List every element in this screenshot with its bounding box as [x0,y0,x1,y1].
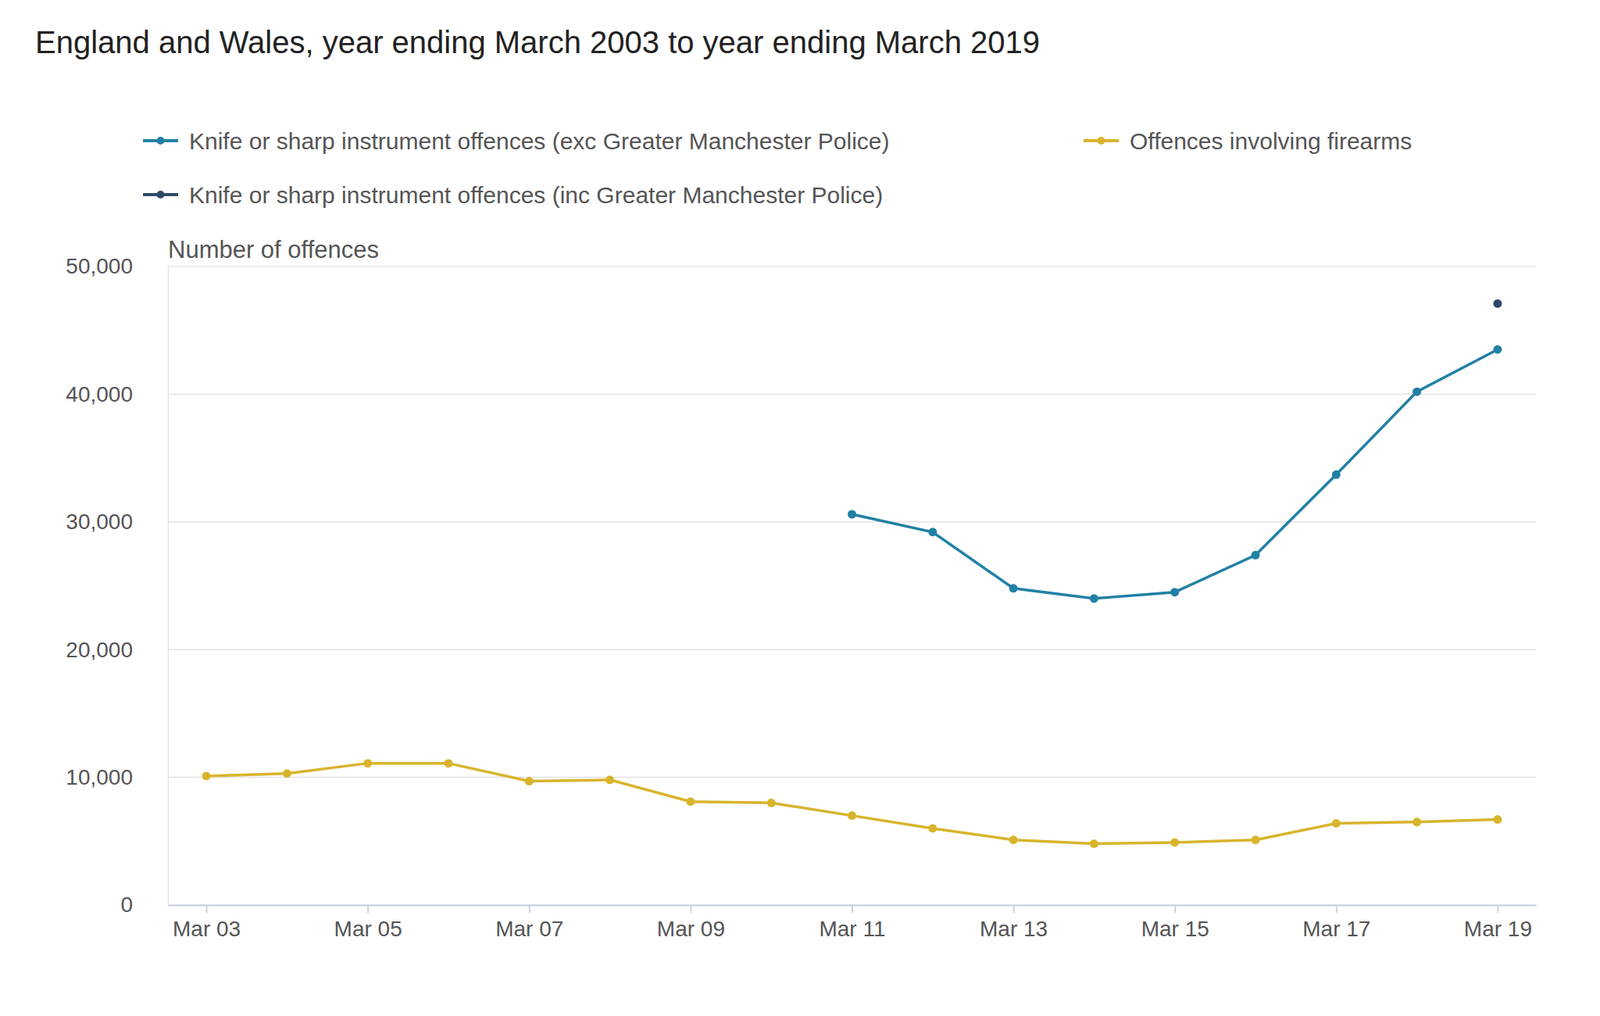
x-tick-mark [689,904,692,913]
data-point [767,798,776,808]
x-tick-label: Mar 07 [495,916,564,941]
x-tick: Mar 11 [818,904,886,941]
x-tick-mark [206,904,208,913]
data-point [1251,835,1261,844]
legend-item: Offences involving firearms [1083,128,1412,154]
data-point [605,775,615,784]
grid-line [167,521,1536,523]
data-point [282,768,292,778]
x-tick: Mar 05 [334,904,403,941]
legend-marker [157,136,165,145]
x-tick-label: Mar 13 [979,916,1048,941]
x-axis: Mar 03 Mar 05 Mar 07 Mar 09 Mar 11 Mar 13 Mar … [168,904,1537,941]
y-tick-label: 50,000 [65,253,133,279]
data-point [1251,550,1261,560]
data-point [1332,818,1341,828]
series-line [852,349,1498,599]
series [1492,299,1502,308]
data-point [363,758,372,768]
x-tick: Mar 07 [495,904,564,941]
legend-label: Knife or sharp instrument offences (inc … [189,182,883,208]
data-point [1170,837,1179,847]
x-tick-label: Mar 05 [334,916,403,941]
chart: England and Wales, year ending March 200… [0,0,1600,1016]
data-point [847,509,857,518]
x-tick-label: Mar 11 [818,916,886,941]
data-point [1332,470,1341,479]
x-tick-label: Mar 09 [657,916,725,941]
x-tick-mark [1335,904,1338,913]
series [202,758,1503,848]
x-tick-mark [851,904,854,913]
series [847,345,1502,604]
x-tick-mark [1013,904,1015,913]
legend-label: Offences involving firearms [1129,128,1412,154]
data-point [928,527,937,536]
data-point [1009,583,1018,593]
data-point [1492,299,1502,308]
data-point [1492,814,1502,824]
legend: Knife or sharp instrument offences (exc … [142,128,1412,208]
data-point [202,771,211,780]
data-point [1412,387,1422,397]
grid-line [167,776,1536,779]
legend-marker [157,190,165,199]
grid [167,266,1536,905]
title: England and Wales, year ending March 200… [35,25,1040,60]
x-tick: Mar 17 [1302,904,1371,941]
grid-line [167,265,1536,268]
plot-area [202,299,1503,848]
x-tick-mark [1174,904,1176,913]
grid-line [167,393,1536,396]
x-tick-mark [1496,904,1499,913]
legend-label: Knife or sharp instrument offences (exc … [189,128,890,154]
data-point [685,796,695,806]
y-axis-title: Number of offences [167,235,379,264]
data-point [525,776,534,786]
y-tick-label: 40,000 [65,382,133,407]
legend-marker [1097,136,1106,145]
x-tick: Mar 15 [1141,904,1210,941]
data-point [847,810,857,820]
x-tick-label: Mar 03 [172,916,241,941]
x-tick: Mar 03 [172,904,241,941]
x-tick: Mar 19 [1464,904,1533,941]
grid-line [167,648,1536,650]
y-tick: 30,000 [65,509,168,534]
y-tick-label: 20,000 [65,637,133,662]
data-point [928,823,937,833]
series-line [206,763,1498,844]
data-point [1009,835,1018,844]
y-tick: 50,000 [65,253,168,279]
y-axis-line [167,267,170,906]
x-tick-label: Mar 19 [1464,916,1533,941]
y-tick-label: 10,000 [65,764,133,790]
y-tick: 40,000 [65,382,168,407]
y-tick-label: 0 [120,892,133,917]
x-tick-mark [528,904,531,913]
y-tick: 0 [120,892,168,917]
x-tick-label: Mar 17 [1302,916,1371,941]
legend-item: Knife or sharp instrument offences (inc … [142,182,883,208]
legend-item: Knife or sharp instrument offences (exc … [142,128,890,154]
y-tick: 20,000 [65,637,168,662]
y-axis: 0 10,000 20,000 30,000 40,000 50,000 [65,253,168,917]
x-tick-mark [367,904,369,913]
x-tick: Mar 09 [657,904,725,941]
x-tick: Mar 13 [979,904,1048,941]
y-tick: 10,000 [65,764,168,790]
data-point [1170,587,1179,597]
data-point [1089,593,1099,603]
x-tick-label: Mar 15 [1141,916,1210,941]
data-point [443,758,453,768]
data-point [1089,839,1099,848]
data-point [1412,817,1422,826]
data-point [1492,345,1502,354]
y-tick-label: 30,000 [65,509,133,534]
